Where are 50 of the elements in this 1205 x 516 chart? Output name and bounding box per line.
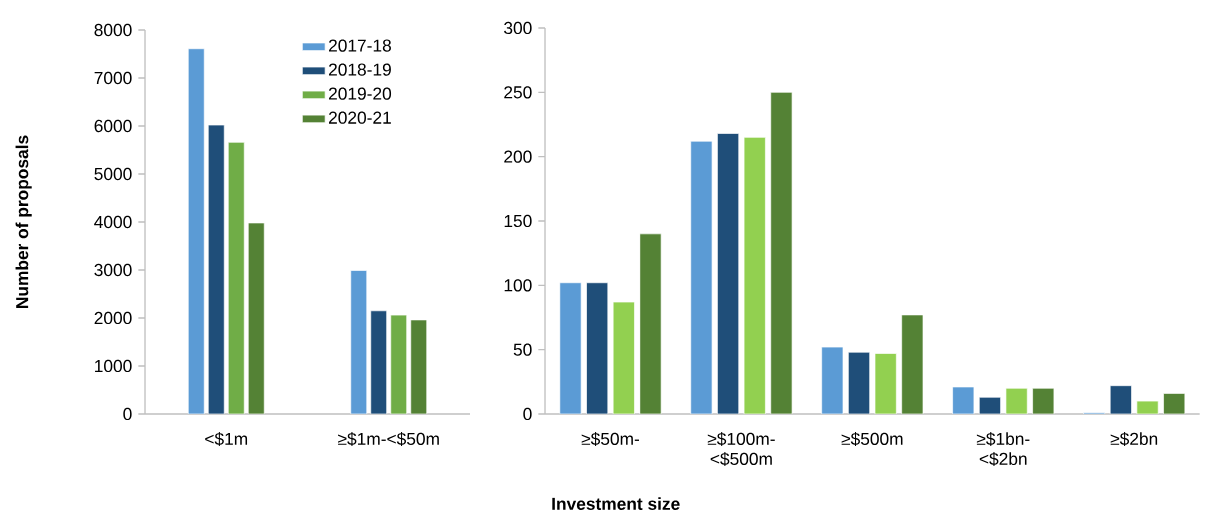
x-tick-label: ≥$500m [841,432,903,447]
bar [227,141,245,414]
y-tick-label: 250 [504,86,532,99]
y-tick-label: 1000 [95,359,132,373]
bar [370,310,388,414]
bar [187,48,205,414]
y-tick-label: 6000 [94,119,132,133]
bar [247,222,265,414]
y-tick-label: 0 [523,407,532,421]
y-tick-label: 8000 [94,23,132,37]
bar [690,140,713,414]
bar [639,233,662,414]
x-tick-label: ≥$1m-<$50m [338,432,439,447]
y-tick-label: 0 [123,407,132,421]
bar [901,314,924,414]
y-tick-label: 5000 [94,167,132,181]
bar [848,351,871,414]
bar [410,319,428,414]
bar [390,314,408,414]
y-tick-label: 7000 [94,71,132,85]
bar [207,124,225,414]
y-tick-label: 200 [504,150,532,163]
bar [821,346,844,414]
y-tick-label: 150 [504,214,532,228]
x-axis-title: Investment size [552,497,680,510]
bar [586,282,609,414]
y-tick-label: 50 [513,343,532,356]
y-tick-label: 100 [504,279,532,292]
legend-label: 2020-21 [329,111,391,124]
y-tick-label: 2000 [94,311,132,325]
bar [559,282,582,414]
bar [874,353,897,414]
x-tick-label: ≥$50m- [581,432,640,447]
legend-label: 2017-18 [329,39,391,52]
legend-label: 2019-20 [329,87,392,100]
y-tick-label: 4000 [94,215,132,229]
bar [612,301,635,414]
x-tick-label: <$1m [205,432,248,447]
legend-label: 2018-19 [329,63,391,76]
bar [770,91,793,414]
y-axis-title: Number of proposals [15,135,32,308]
bar [952,386,975,414]
x-tick-label: ≥$2bn [1110,432,1158,447]
bar [743,137,766,414]
bar [717,133,740,414]
x-tick-label: ≥$100m-<$500m [707,432,775,467]
y-tick-label: 3000 [94,263,132,277]
bar [350,270,368,414]
x-tick-label: ≥$1bn-<$2bn [976,432,1030,467]
y-tick-label: 300 [504,21,532,35]
